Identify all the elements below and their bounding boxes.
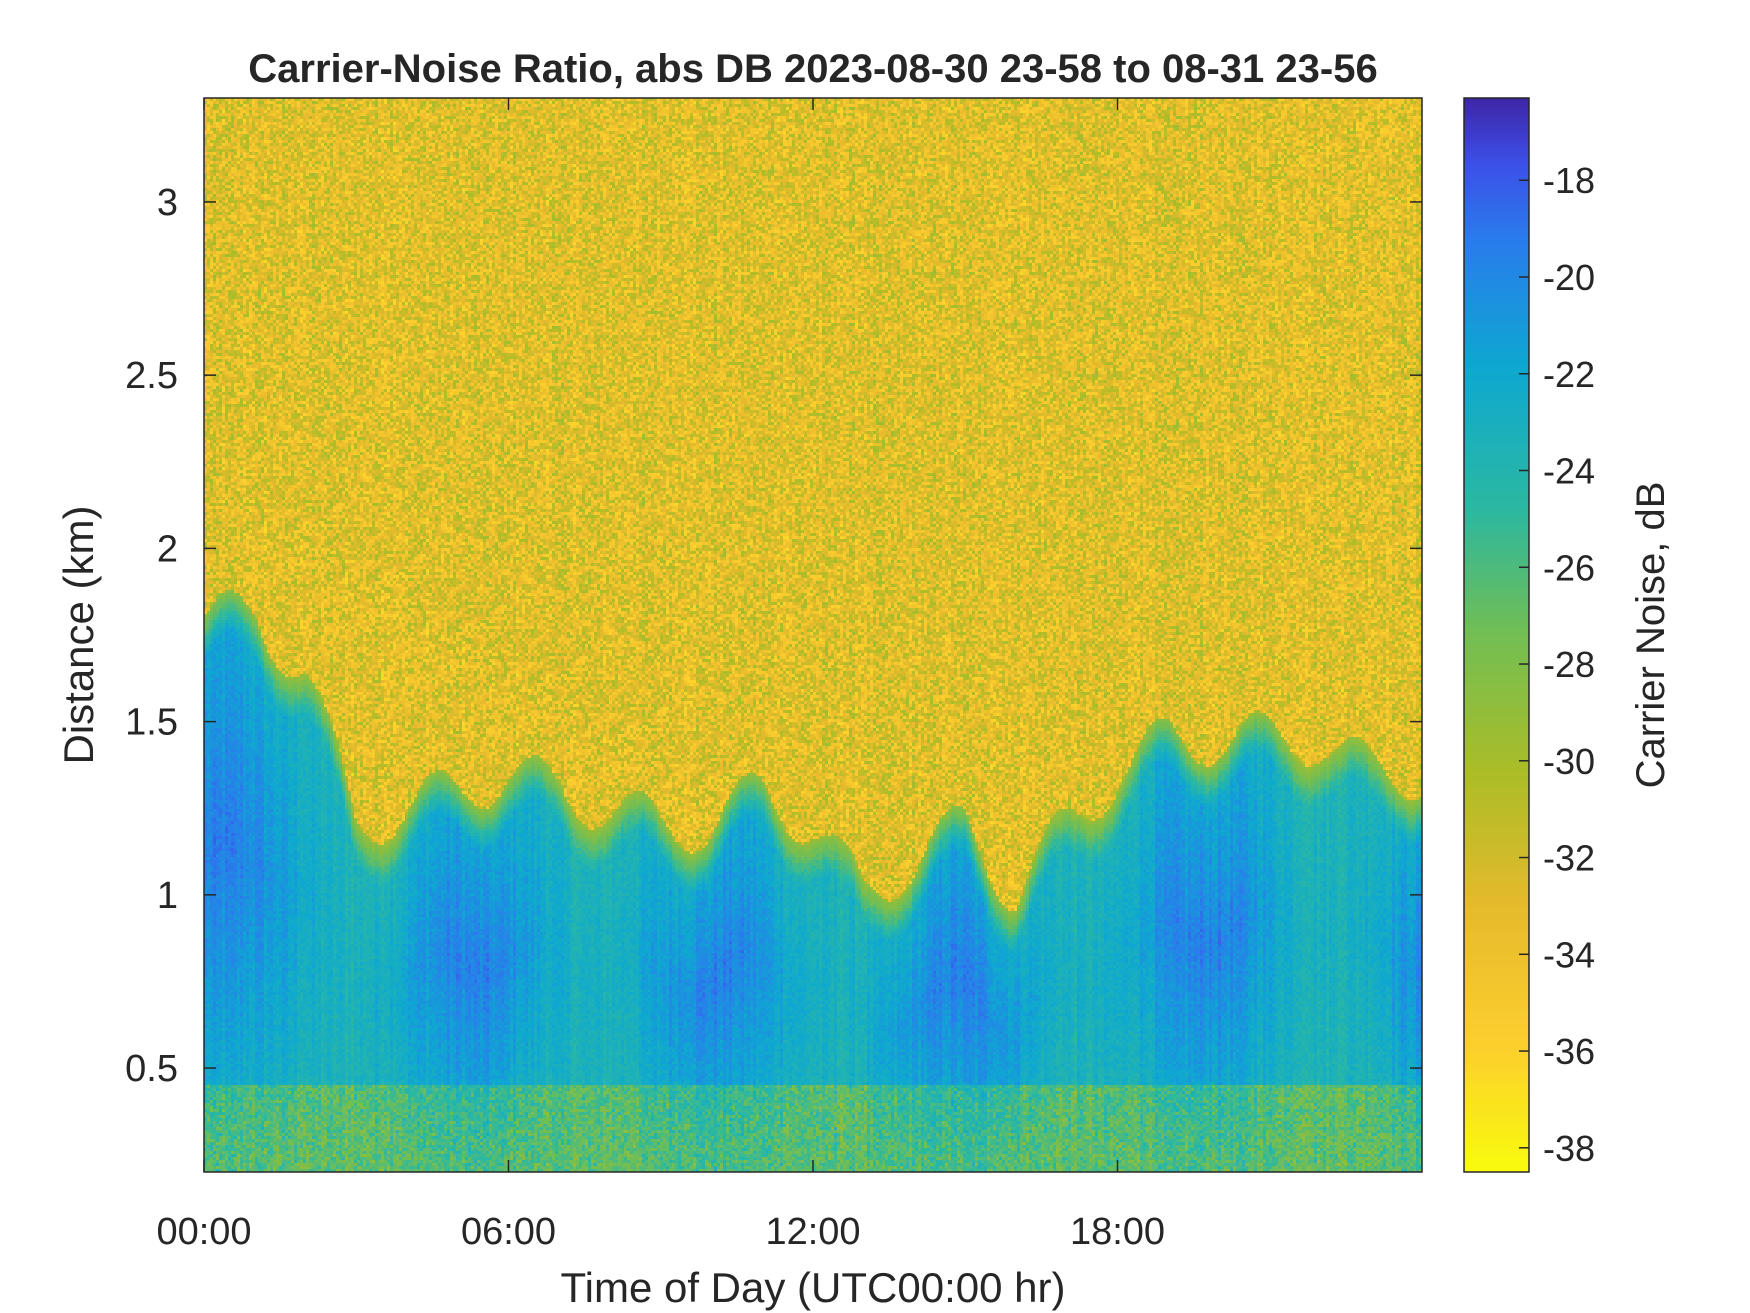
- y-tick-label: 3: [157, 182, 178, 224]
- colorbar-tick-label: -30: [1543, 741, 1595, 782]
- y-axis-label: Distance (km): [55, 505, 102, 764]
- x-tick-label: 06:00: [461, 1211, 556, 1253]
- colorbar-box: [1463, 97, 1530, 1173]
- colorbar-tick-label: -24: [1543, 451, 1595, 492]
- plot-axes-box: [203, 97, 1423, 1173]
- colorbar-tick-label: -26: [1543, 547, 1595, 588]
- y-axis-ticks: 0.5 1 1.5 2 2.5 3: [125, 182, 1422, 1090]
- colorbar-tick-label: -28: [1543, 644, 1595, 685]
- x-axis-ticks: 00:00 06:00 12:00 18:00: [156, 98, 1165, 1253]
- x-tick-label: 12:00: [765, 1211, 860, 1253]
- colorbar-tick-label: -36: [1543, 1031, 1595, 1072]
- y-tick-label: 1.5: [125, 702, 178, 744]
- x-tick-label: 00:00: [156, 1211, 251, 1253]
- y-tick-label: 2.5: [125, 355, 178, 397]
- colorbar-tick-label: -34: [1543, 934, 1595, 975]
- chart-title: Carrier-Noise Ratio, abs DB 2023-08-30 2…: [248, 47, 1377, 91]
- colorbar-tick-label: -22: [1543, 354, 1595, 395]
- colorbar-tick-label: -32: [1543, 838, 1595, 879]
- x-tick-label: 18:00: [1070, 1211, 1165, 1253]
- colorbar-tick-label: -20: [1543, 257, 1595, 298]
- colorbar: [1464, 98, 1529, 1172]
- colorbar-tick-label: -38: [1543, 1128, 1595, 1169]
- colorbar-ticks: -18 -20 -22 -24 -26 -28 -30 -32 -34 -36 -38: [1519, 160, 1595, 1169]
- colorbar-tick-label: -18: [1543, 160, 1595, 201]
- x-axis-label: Time of Day (UTC00:00 hr): [561, 1264, 1066, 1311]
- heatmap-plot-area: [204, 98, 1422, 1172]
- colorbar-label: Carrier Noise, dB: [1629, 482, 1673, 789]
- y-tick-label: 2: [157, 528, 178, 570]
- y-tick-label: 0.5: [125, 1048, 178, 1090]
- y-tick-label: 1: [157, 875, 178, 917]
